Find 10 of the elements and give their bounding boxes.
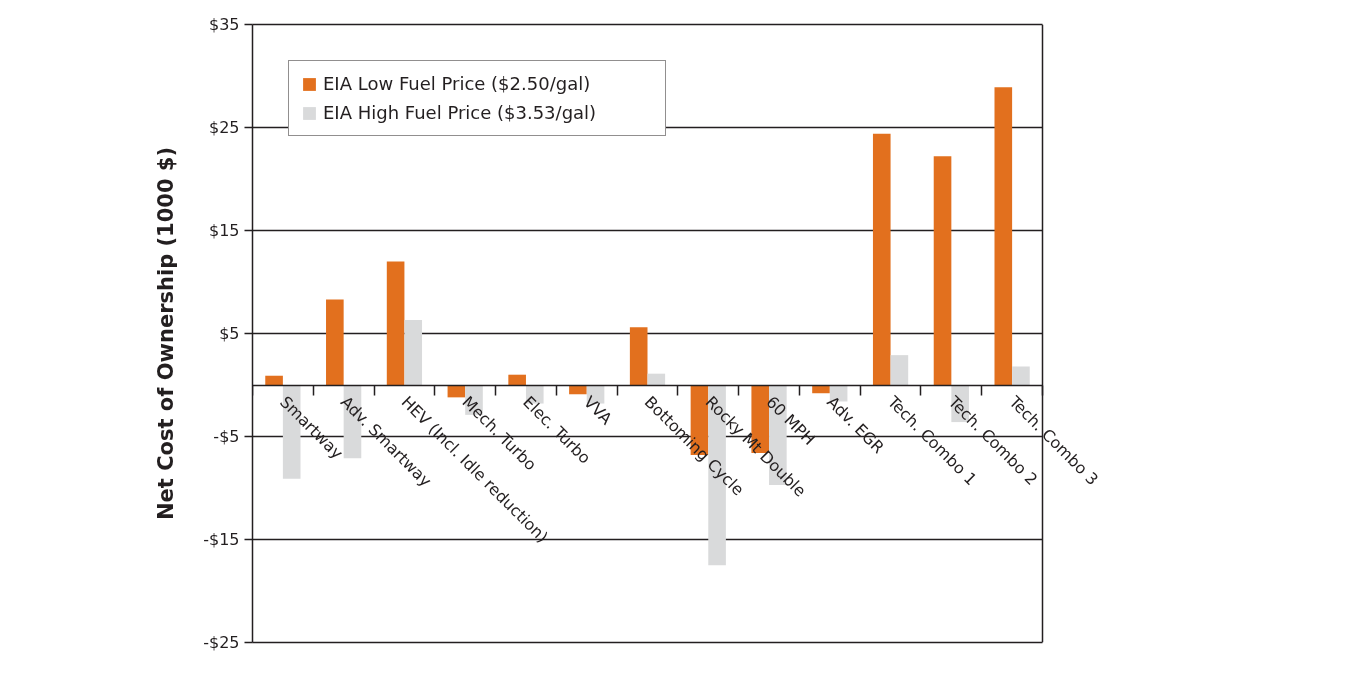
- y-axis-title: Net Cost of Ownership (1000 $): [154, 146, 179, 521]
- legend-label: EIA Low Fuel Price ($2.50/gal): [323, 73, 592, 94]
- y-tick-label: -$5: [213, 427, 240, 446]
- y-tick-label: $15: [208, 221, 240, 240]
- y-tick-label: -$15: [203, 530, 240, 549]
- y-tick-label: -$25: [203, 633, 240, 652]
- y-tick-label: $5: [219, 324, 240, 343]
- y-tick-label: $25: [208, 118, 240, 137]
- y-tick-label: $35: [208, 15, 240, 34]
- legend-label: EIA High Fuel Price ($3.53/gal): [323, 102, 598, 123]
